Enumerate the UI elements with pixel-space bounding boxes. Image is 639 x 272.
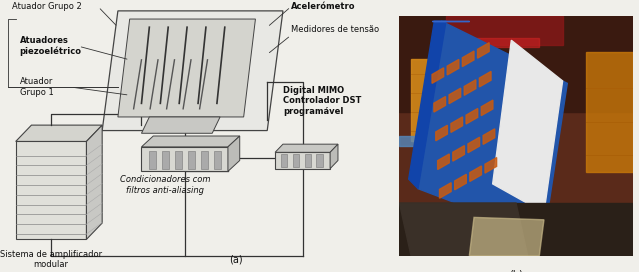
- Polygon shape: [281, 154, 288, 167]
- Polygon shape: [141, 117, 220, 133]
- Polygon shape: [141, 147, 228, 171]
- Text: Atuador Grupo 2: Atuador Grupo 2: [12, 2, 82, 11]
- Polygon shape: [447, 59, 459, 75]
- Polygon shape: [446, 16, 563, 45]
- Polygon shape: [409, 21, 446, 189]
- Polygon shape: [481, 100, 493, 116]
- Polygon shape: [275, 152, 330, 169]
- Polygon shape: [162, 151, 169, 169]
- Polygon shape: [330, 144, 338, 169]
- Polygon shape: [150, 151, 157, 169]
- Polygon shape: [316, 154, 323, 167]
- Polygon shape: [453, 146, 465, 161]
- Polygon shape: [189, 151, 196, 169]
- Polygon shape: [449, 88, 461, 104]
- Text: Medidores de tensão: Medidores de tensão: [291, 25, 379, 35]
- Polygon shape: [485, 157, 497, 173]
- Text: Atuadores
piezoelétrico: Atuadores piezoelétrico: [20, 36, 82, 56]
- Polygon shape: [214, 151, 221, 169]
- Polygon shape: [16, 141, 86, 239]
- Polygon shape: [201, 151, 208, 169]
- Text: Digital MIMO
Controlador DST
programável: Digital MIMO Controlador DST programável: [283, 86, 361, 116]
- Polygon shape: [440, 183, 451, 198]
- Polygon shape: [479, 71, 491, 87]
- Polygon shape: [305, 154, 311, 167]
- Polygon shape: [483, 129, 495, 144]
- Polygon shape: [399, 16, 633, 256]
- Text: Condicionadores com
filtros anti-aliasing: Condicionadores com filtros anti-aliasin…: [119, 175, 210, 195]
- Polygon shape: [118, 19, 256, 117]
- Text: Atuador
Grupo 1: Atuador Grupo 1: [20, 77, 54, 97]
- Polygon shape: [436, 125, 447, 141]
- Polygon shape: [399, 203, 633, 256]
- Polygon shape: [586, 52, 633, 172]
- Polygon shape: [434, 97, 445, 112]
- Polygon shape: [469, 217, 544, 256]
- Polygon shape: [464, 80, 476, 95]
- Polygon shape: [175, 151, 182, 169]
- Polygon shape: [399, 203, 528, 256]
- Text: (b): (b): [509, 270, 523, 272]
- Polygon shape: [411, 59, 497, 141]
- Polygon shape: [451, 117, 463, 132]
- Polygon shape: [102, 11, 283, 131]
- Polygon shape: [493, 40, 563, 213]
- Text: Acelerómetro: Acelerómetro: [291, 2, 355, 11]
- Text: Sistema de amplificador
modular: Sistema de amplificador modular: [0, 250, 102, 270]
- Polygon shape: [275, 144, 338, 152]
- Polygon shape: [466, 109, 478, 124]
- Polygon shape: [399, 16, 633, 112]
- Polygon shape: [16, 125, 102, 141]
- Polygon shape: [463, 51, 474, 67]
- Polygon shape: [418, 21, 567, 237]
- Text: (a): (a): [229, 255, 243, 265]
- Polygon shape: [293, 154, 299, 167]
- Polygon shape: [399, 136, 504, 146]
- Polygon shape: [458, 38, 539, 47]
- Polygon shape: [468, 137, 480, 153]
- Polygon shape: [470, 166, 481, 181]
- Polygon shape: [228, 136, 240, 171]
- Polygon shape: [477, 43, 489, 58]
- Polygon shape: [86, 125, 102, 239]
- Polygon shape: [141, 136, 240, 147]
- Polygon shape: [455, 174, 466, 190]
- Polygon shape: [438, 154, 449, 169]
- Polygon shape: [432, 68, 443, 83]
